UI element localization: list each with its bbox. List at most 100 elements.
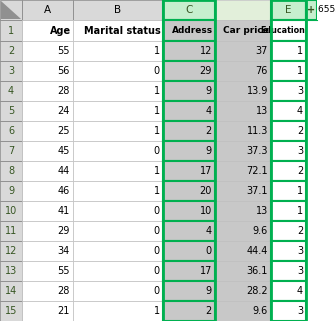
Bar	[271, 261, 306, 281]
Bar	[0, 0, 22, 20]
Text: C: C	[185, 5, 193, 15]
Text: 37.3: 37.3	[247, 146, 268, 156]
Bar	[215, 261, 271, 281]
Bar	[163, 20, 215, 41]
Text: 2: 2	[297, 126, 303, 136]
Bar	[215, 301, 271, 321]
Bar	[163, 0, 215, 321]
Bar	[73, 141, 163, 161]
Bar	[73, 0, 163, 20]
Text: 9.6: 9.6	[253, 306, 268, 316]
Bar	[0, 20, 22, 41]
Bar	[22, 281, 73, 301]
Text: 2: 2	[297, 226, 303, 236]
Bar	[271, 81, 306, 101]
Text: 0: 0	[154, 246, 160, 256]
Text: 3: 3	[297, 246, 303, 256]
Bar	[271, 301, 306, 321]
Bar	[22, 81, 73, 101]
Text: 9: 9	[206, 286, 212, 296]
Text: 44: 44	[58, 166, 70, 176]
Text: 7: 7	[8, 146, 14, 156]
Text: 1: 1	[154, 186, 160, 196]
Bar	[0, 61, 22, 81]
Text: 17: 17	[200, 166, 212, 176]
Bar	[271, 201, 306, 221]
Bar	[163, 241, 215, 261]
Text: 4: 4	[206, 106, 212, 116]
Text: 3: 3	[297, 146, 303, 156]
Bar	[22, 201, 73, 221]
Bar	[215, 141, 271, 161]
Text: 6: 6	[8, 126, 14, 136]
Bar	[163, 281, 215, 301]
Text: 1: 1	[8, 25, 14, 36]
Text: 0: 0	[154, 206, 160, 216]
Bar	[73, 121, 163, 141]
Text: 14: 14	[5, 286, 17, 296]
Bar	[271, 0, 306, 321]
Bar	[0, 161, 22, 181]
Bar	[215, 181, 271, 201]
Bar	[163, 101, 215, 121]
Text: 55: 55	[57, 46, 70, 56]
Bar	[22, 181, 73, 201]
Bar	[271, 241, 306, 261]
Bar	[22, 261, 73, 281]
Text: 3: 3	[297, 266, 303, 276]
Text: 0: 0	[154, 226, 160, 236]
Text: 46: 46	[58, 186, 70, 196]
Bar	[22, 221, 73, 241]
Bar	[73, 161, 163, 181]
Bar	[22, 41, 73, 61]
Bar	[22, 161, 73, 181]
Bar	[215, 121, 271, 141]
Bar	[0, 281, 22, 301]
Text: 0: 0	[154, 266, 160, 276]
Bar	[0, 181, 22, 201]
Text: Address: Address	[172, 26, 213, 35]
Text: 3: 3	[297, 86, 303, 96]
Bar	[215, 101, 271, 121]
Text: 1: 1	[154, 166, 160, 176]
Text: 1: 1	[297, 46, 303, 56]
Bar	[215, 20, 271, 41]
Bar	[22, 141, 73, 161]
Text: 24: 24	[58, 106, 70, 116]
Text: 28: 28	[58, 86, 70, 96]
Bar	[0, 141, 22, 161]
Text: 13: 13	[5, 266, 17, 276]
Bar	[0, 301, 22, 321]
Bar	[271, 20, 306, 41]
Text: 0: 0	[154, 146, 160, 156]
Bar	[271, 221, 306, 241]
Text: 1: 1	[154, 126, 160, 136]
Text: +: +	[307, 5, 316, 15]
Text: 13: 13	[256, 106, 268, 116]
Text: 3: 3	[8, 66, 14, 76]
Bar	[0, 41, 22, 61]
Bar	[163, 141, 215, 161]
Text: 36.1: 36.1	[247, 266, 268, 276]
Bar	[22, 20, 73, 41]
Bar	[22, 0, 73, 20]
Text: 1: 1	[297, 66, 303, 76]
Text: 13.9: 13.9	[247, 86, 268, 96]
Polygon shape	[1, 1, 21, 19]
Text: 2: 2	[206, 306, 212, 316]
Bar	[163, 61, 215, 81]
Text: 4: 4	[297, 286, 303, 296]
Text: 10: 10	[200, 206, 212, 216]
Text: 56: 56	[58, 66, 70, 76]
Text: 9.6: 9.6	[253, 226, 268, 236]
Bar	[271, 281, 306, 301]
Bar	[271, 161, 306, 181]
Text: 44.4: 44.4	[247, 246, 268, 256]
Text: 3: 3	[297, 306, 303, 316]
Text: 72.1: 72.1	[246, 166, 268, 176]
Bar	[73, 261, 163, 281]
Text: 28: 28	[58, 286, 70, 296]
Text: 4: 4	[297, 106, 303, 116]
Bar	[163, 261, 215, 281]
Text: 1: 1	[154, 86, 160, 96]
